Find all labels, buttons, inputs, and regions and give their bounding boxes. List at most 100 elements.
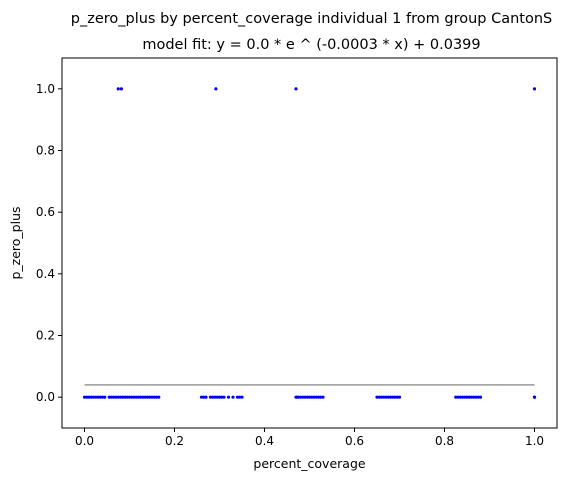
data-point	[222, 395, 226, 399]
data-point	[118, 395, 123, 399]
data-point	[379, 395, 384, 399]
data-point	[472, 395, 476, 399]
x-tick-label: 0.4	[255, 434, 274, 448]
data-point	[119, 87, 123, 91]
data-point	[154, 395, 159, 399]
data-point	[231, 395, 235, 399]
data-point	[384, 395, 388, 399]
data-point	[312, 395, 316, 399]
data-point	[130, 395, 134, 399]
x-tick-label: 0.8	[435, 434, 454, 448]
x-tick-label: 0.6	[345, 434, 364, 448]
data-point	[82, 395, 87, 399]
y-tick-label: 0.0	[36, 390, 55, 404]
data-point	[213, 395, 217, 399]
data-point	[393, 395, 397, 399]
data-point	[94, 395, 98, 399]
data-point	[89, 395, 93, 399]
x-tick-label: 0.0	[75, 434, 94, 448]
data-point	[240, 395, 244, 399]
data-point	[303, 395, 307, 399]
data-point	[127, 395, 132, 399]
data-point	[476, 395, 480, 399]
y-tick-label: 0.6	[36, 205, 55, 219]
data-point	[215, 395, 219, 399]
data-point	[96, 395, 100, 399]
x-tick-label: 1.0	[525, 434, 544, 448]
data-point	[202, 395, 206, 399]
data-point	[386, 395, 390, 399]
data-point	[235, 395, 240, 399]
axes-frame	[61, 57, 558, 429]
y-tick-label: 0.4	[36, 267, 55, 281]
data-points	[82, 87, 537, 399]
data-point	[294, 87, 298, 91]
x-axis-label: percent_coverage	[253, 456, 365, 471]
data-point	[98, 395, 102, 399]
data-point	[458, 395, 462, 399]
data-point	[310, 395, 314, 399]
data-point	[199, 395, 204, 399]
data-point	[296, 395, 300, 399]
data-point	[103, 395, 107, 399]
data-point	[226, 395, 231, 399]
data-point	[314, 395, 318, 399]
data-point	[116, 395, 120, 399]
data-point	[321, 395, 325, 399]
data-point	[208, 395, 213, 399]
data-point	[463, 395, 467, 399]
x-axis-ticks: 0.0 0.2 0.4 0.6 0.8 1.0	[75, 428, 544, 448]
data-point	[217, 395, 222, 399]
data-point	[85, 395, 89, 399]
data-point	[114, 395, 118, 399]
data-point	[141, 395, 145, 399]
data-point	[112, 395, 116, 399]
data-point	[375, 395, 379, 399]
data-point	[134, 395, 138, 399]
data-point	[532, 395, 537, 399]
data-point	[316, 395, 321, 399]
data-point	[456, 395, 460, 399]
data-point	[214, 87, 218, 91]
data-point	[382, 395, 386, 399]
data-point	[391, 395, 395, 399]
data-point	[121, 395, 125, 399]
data-point	[454, 395, 458, 399]
data-point	[143, 395, 147, 399]
data-point	[150, 395, 154, 399]
data-point	[307, 395, 312, 399]
data-point	[116, 87, 120, 91]
data-point	[204, 395, 208, 399]
y-tick-label: 0.8	[36, 144, 55, 158]
data-point	[467, 395, 471, 399]
data-point	[465, 395, 469, 399]
data-point	[148, 395, 152, 399]
data-point	[478, 395, 483, 399]
data-point	[157, 395, 161, 399]
data-point	[301, 395, 305, 399]
data-point	[139, 395, 143, 399]
data-point	[238, 395, 242, 399]
data-point	[298, 395, 303, 399]
data-point	[377, 395, 381, 399]
data-point	[388, 395, 393, 399]
data-point	[395, 395, 399, 399]
data-point	[305, 395, 309, 399]
data-point	[319, 395, 323, 399]
data-point	[532, 87, 537, 91]
data-point	[397, 395, 402, 399]
y-tick-label: 1.0	[36, 82, 55, 96]
data-point	[87, 395, 91, 399]
data-point	[123, 395, 127, 399]
data-point	[152, 395, 156, 399]
data-point	[211, 395, 215, 399]
data-point	[107, 395, 111, 399]
data-point	[469, 395, 474, 399]
data-point	[109, 395, 114, 399]
chart-subtitle: model fit: y = 0.0 * e ^ (-0.0003 * x) +…	[142, 37, 480, 53]
data-point	[474, 395, 478, 399]
data-point	[220, 395, 224, 399]
data-point	[132, 395, 136, 399]
